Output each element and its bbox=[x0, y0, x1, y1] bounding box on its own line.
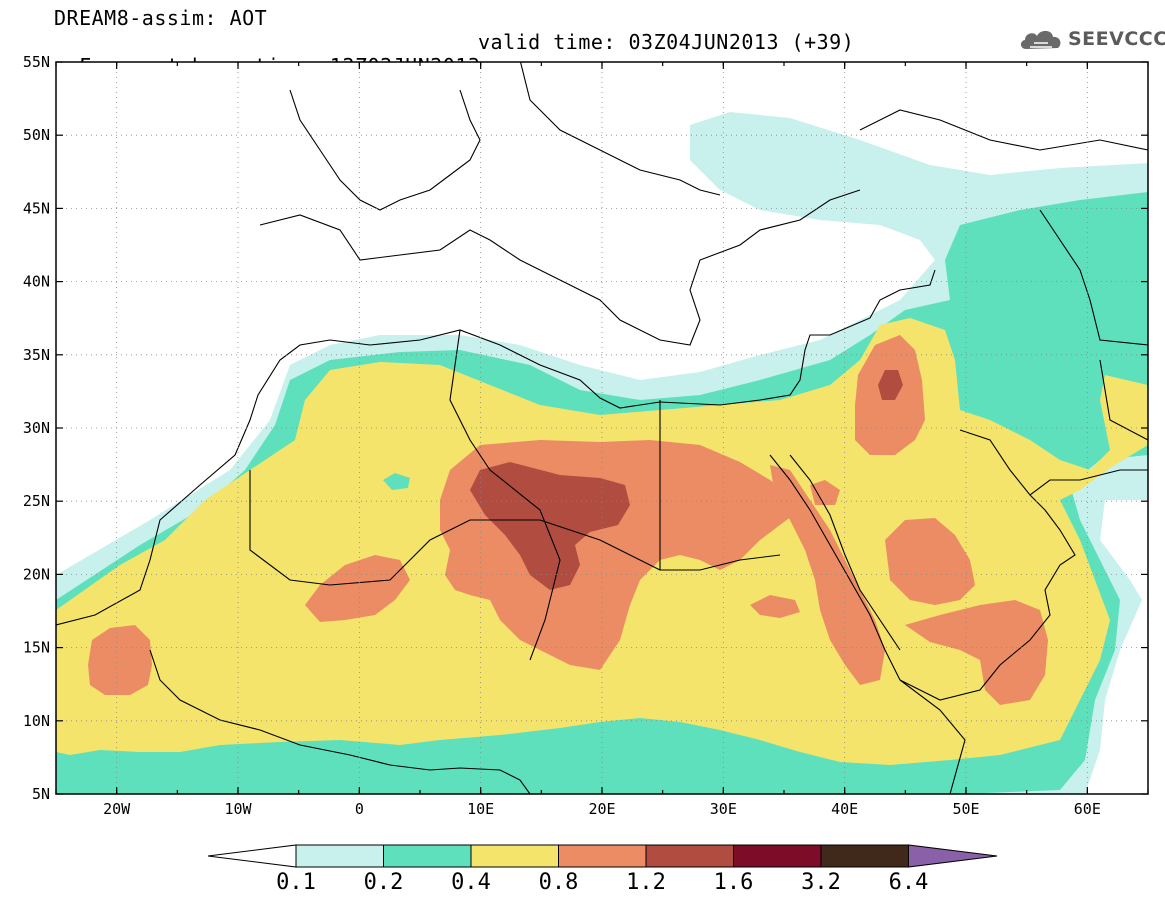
logo-text: SEEVCCC bbox=[1068, 28, 1165, 50]
lat-tick-label: 10N bbox=[23, 712, 50, 730]
colorbar-label: 0.1 bbox=[276, 870, 316, 895]
colorbar-label: 1.2 bbox=[626, 870, 666, 895]
colorbar-segment bbox=[733, 844, 822, 868]
lat-tick-label: 15N bbox=[23, 639, 50, 657]
colorbar-arrow-right bbox=[908, 844, 998, 868]
colorbar-label: 0.2 bbox=[364, 870, 404, 895]
aot-contour-0.2-spot bbox=[383, 473, 410, 490]
map-title: DREAM8-assim: AOT bbox=[54, 6, 268, 30]
colorbar-label: 0.8 bbox=[539, 870, 579, 895]
aot-contour-0.8-redsea bbox=[770, 465, 885, 685]
colorbar-arrow-left bbox=[207, 844, 297, 868]
lon-tick-label: 20E bbox=[588, 800, 615, 818]
graticule bbox=[56, 62, 1148, 794]
coastlines bbox=[56, 62, 1148, 794]
valid-time-label: valid time: 03Z04JUN2013 (+39) bbox=[478, 30, 855, 54]
aot-contour-0.8-sudan bbox=[750, 595, 800, 618]
axis-ticks bbox=[55, 61, 1149, 795]
colorbar-label: 6.4 bbox=[889, 870, 929, 895]
colorbar-label: 0.4 bbox=[451, 870, 491, 895]
lon-tick-label: 60E bbox=[1074, 800, 1101, 818]
lat-tick-label: 20N bbox=[23, 565, 50, 583]
aot-contour-0.8-arabia bbox=[885, 518, 975, 605]
lon-tick-label: 40E bbox=[831, 800, 858, 818]
aot-contour-0.8-yemen bbox=[905, 600, 1048, 705]
colorbar: 0.1 0.2 0.4 0.8 1.2 1.6 3.2 6.4 bbox=[207, 844, 998, 895]
lat-tick-label: 30N bbox=[23, 419, 50, 437]
lon-tick-label: 10E bbox=[467, 800, 494, 818]
colorbar-segment bbox=[383, 844, 472, 868]
colorbar-segment bbox=[295, 844, 384, 868]
seevccc-logo: SEEVCCC bbox=[1018, 26, 1165, 52]
colorbar-label: 3.2 bbox=[801, 870, 841, 895]
lat-tick-label: 45N bbox=[23, 199, 50, 217]
lon-tick-label: 30E bbox=[710, 800, 737, 818]
lon-tick-label: 50E bbox=[952, 800, 979, 818]
cloud-icon bbox=[1020, 30, 1061, 49]
colorbar-segment bbox=[470, 844, 559, 868]
lat-tick-label: 40N bbox=[23, 273, 50, 291]
lat-tick-label: 25N bbox=[23, 492, 50, 510]
lat-tick-label: 55N bbox=[23, 53, 50, 71]
lon-tick-label: 0 bbox=[355, 800, 364, 818]
lon-tick-label: 20W bbox=[103, 800, 131, 818]
lat-tick-label: 35N bbox=[23, 346, 50, 364]
colorbar-segment bbox=[558, 844, 647, 868]
lat-tick-label: 5N bbox=[32, 785, 50, 803]
aot-contour-0.8-libya-spot bbox=[810, 480, 840, 505]
aot-contour-1.2-chad bbox=[470, 462, 630, 590]
aot-contour-1.2-iraq bbox=[878, 370, 903, 400]
latitude-axis: 55N 50N 45N 40N 35N 30N 25N 20N 15N 10N 5N bbox=[23, 53, 50, 803]
lat-tick-label: 50N bbox=[23, 126, 50, 144]
longitude-axis: 20W 10W 0 10E 20E 30E 40E 50E 60E bbox=[103, 800, 1101, 818]
lon-tick-label: 10W bbox=[224, 800, 252, 818]
aot-contour-0.8-westafrica bbox=[305, 555, 410, 622]
colorbar-segment bbox=[820, 844, 909, 868]
colorbar-segment bbox=[645, 844, 734, 868]
aot-contour-0.8-senegal bbox=[88, 625, 152, 695]
colorbar-label: 1.6 bbox=[714, 870, 754, 895]
